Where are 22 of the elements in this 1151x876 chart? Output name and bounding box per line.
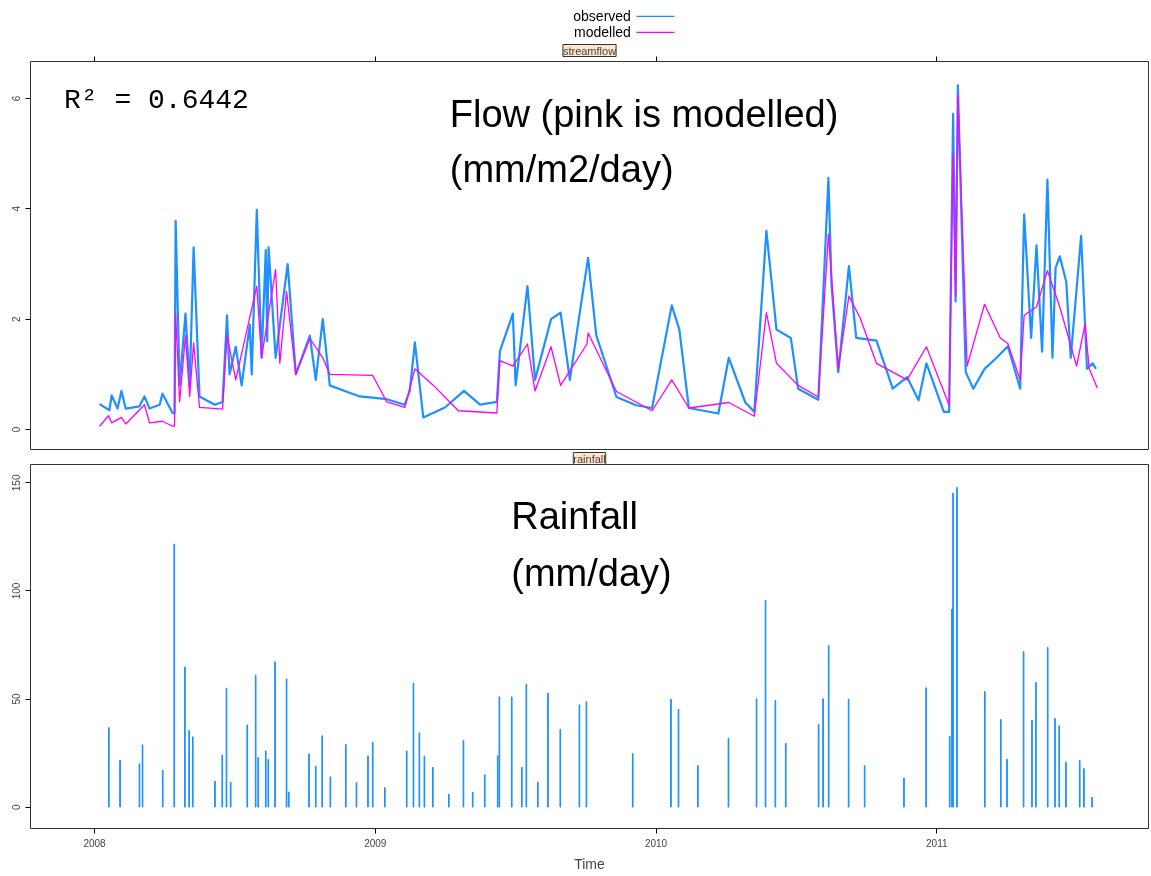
y-tick-label: 0 [11, 426, 23, 433]
y-tick-label: 100 [11, 582, 23, 600]
chart-title: streamflow [562, 44, 617, 57]
y-tick-label: 150 [11, 474, 23, 492]
y-tick-label: 4 [11, 205, 23, 212]
annotation: Rainfall [511, 495, 638, 538]
annotation: (mm/day) [511, 551, 672, 594]
annotation: (mm/m2/day) [449, 147, 674, 190]
x-tick-label: 2010 [644, 837, 668, 849]
x-tick-label: 2011 [926, 837, 948, 849]
legend-label: observed [573, 8, 631, 25]
legend-label: modelled [574, 24, 631, 41]
y-tick-label: 6 [11, 95, 23, 102]
y-tick-label: 0 [11, 803, 23, 810]
annotation: R² = 0.6442 [64, 84, 249, 116]
x-tick-label: 2008 [83, 837, 107, 849]
y-tick-label: 50 [11, 693, 23, 705]
y-tick-label: 2 [11, 315, 23, 322]
annotation: Flow (pink is modelled) [449, 93, 839, 136]
x-tick-label: 2009 [364, 837, 387, 849]
x-axis-title: Time [574, 855, 606, 872]
chart-title: rainfall [573, 452, 606, 465]
